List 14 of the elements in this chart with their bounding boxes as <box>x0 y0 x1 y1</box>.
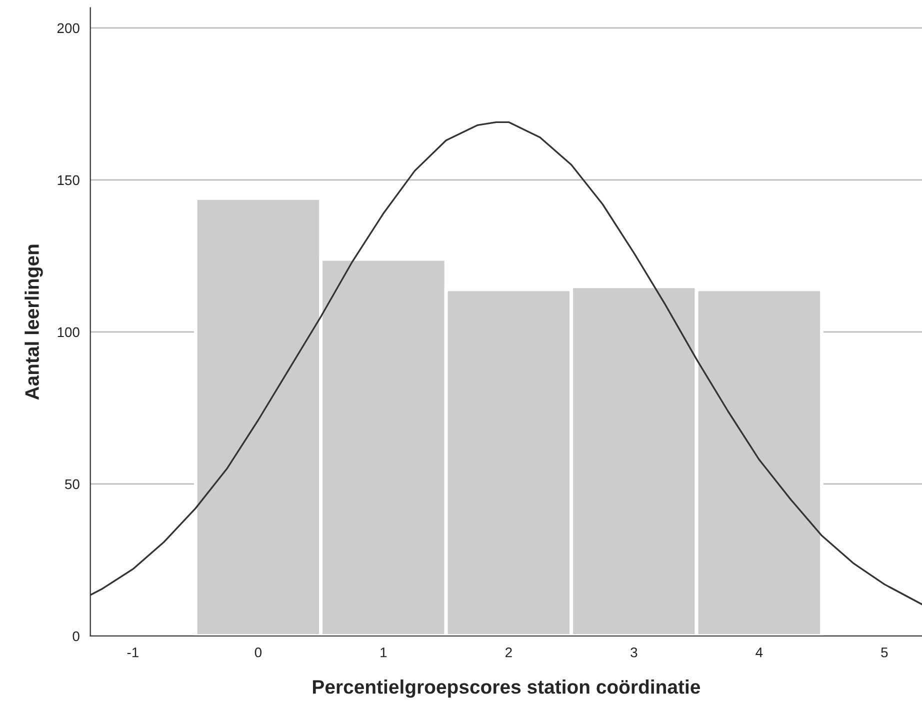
x-tick-label: 1 <box>380 648 387 658</box>
y-tick-label: 150 <box>58 175 80 186</box>
x-axis-title: Percentielgroepscores station coördinatie <box>312 680 700 698</box>
x-tick-label: -1 <box>127 648 138 658</box>
y-tick-label: 100 <box>58 327 80 338</box>
x-tick-label: 0 <box>254 647 262 658</box>
y-tick-label: 50 <box>65 479 80 490</box>
x-tick-label: 4 <box>756 648 763 658</box>
y-tick-label: 0 <box>72 631 80 642</box>
y-tick-label: 200 <box>57 23 80 34</box>
x-tick-label: 3 <box>630 647 638 658</box>
x-tick-label: 5 <box>881 648 888 658</box>
y-axis-title: Aantal leerlingen <box>24 244 43 400</box>
x-tick-label: 2 <box>506 647 512 658</box>
